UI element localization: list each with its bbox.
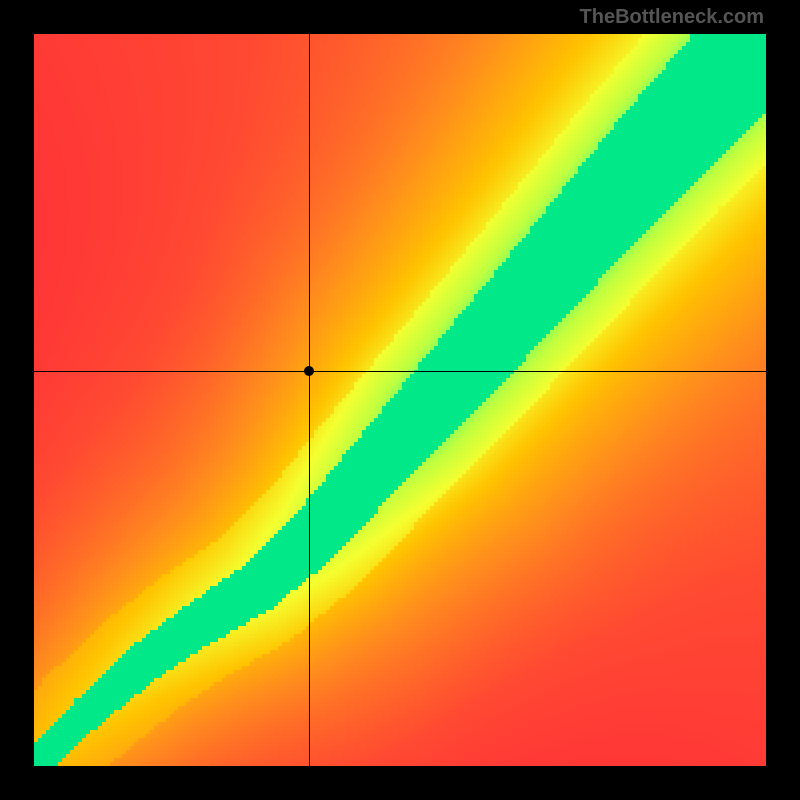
crosshair-vertical: [309, 34, 310, 766]
plot-area: [34, 34, 766, 766]
crosshair-marker: [304, 366, 314, 376]
heatmap-canvas: [34, 34, 766, 766]
watermark-text: TheBottleneck.com: [580, 6, 764, 29]
crosshair-horizontal: [34, 371, 766, 372]
figure-outer: TheBottleneck.com: [0, 0, 800, 800]
